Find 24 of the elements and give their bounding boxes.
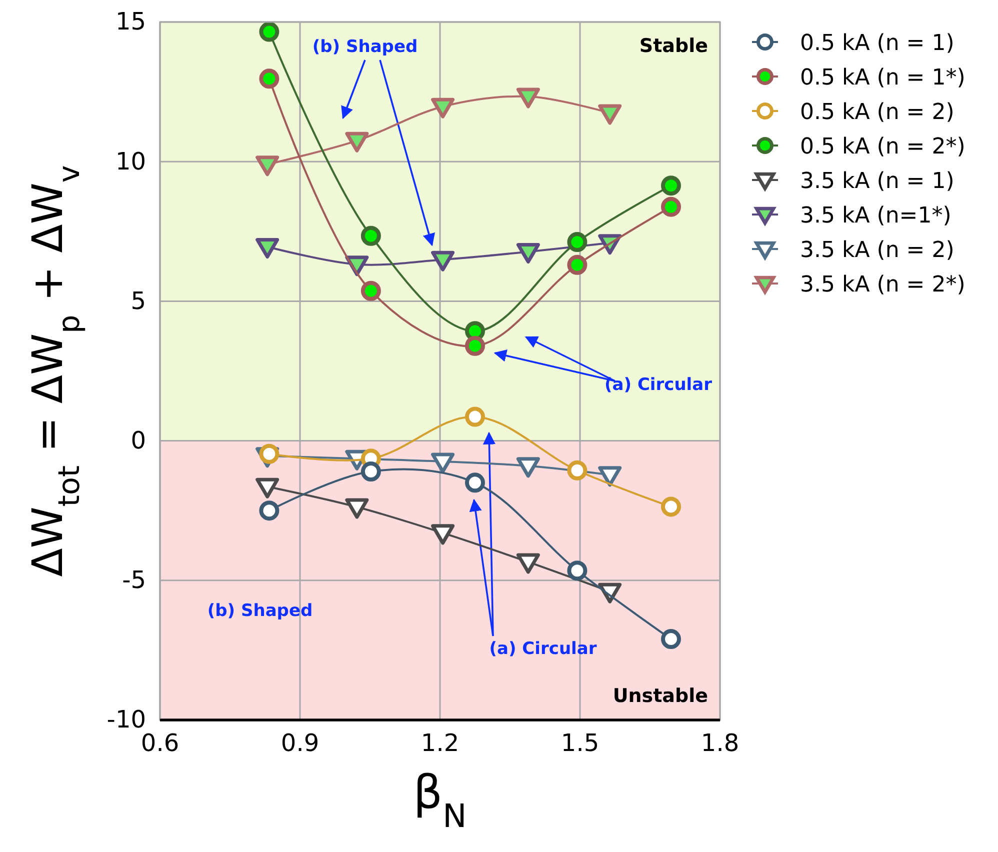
- legend-label: 3.5 kA (n=1*): [800, 204, 952, 228]
- legend-label: 3.5 kA (n = 2): [800, 238, 954, 263]
- legend-label: 0.5 kA (n = 2*): [800, 134, 966, 160]
- annotation: (b) Shaped: [207, 601, 313, 621]
- y-tick-label: 0: [130, 426, 146, 454]
- x-tick-label: 1.5: [560, 729, 600, 758]
- legend-label: 3.5 kA (n = 1): [800, 169, 954, 194]
- band-label: Stable: [639, 35, 708, 57]
- legend-label: 0.5 kA (n = 1): [800, 31, 954, 56]
- y-tick-label: 15: [115, 8, 146, 36]
- band-label: Unstable: [612, 685, 708, 707]
- y-tick-label: -5: [122, 566, 146, 594]
- y-tick-label: 5: [130, 286, 146, 315]
- annotation: (a) Circular: [604, 375, 713, 395]
- x-axis-title: β$_{N}$: [413, 765, 467, 835]
- annotation: (b) Shaped: [312, 37, 418, 57]
- x-tick-label: 1.2: [420, 729, 460, 758]
- legend-label: 3.5 kA (n = 2*): [800, 272, 966, 298]
- x-tick-label: 0.9: [280, 729, 320, 758]
- legend-label: 0.5 kA (n = 2): [800, 100, 954, 125]
- legend-label: 0.5 kA (n = 1*): [800, 66, 966, 90]
- annotation: (a) Circular: [489, 639, 598, 659]
- y-tick-label: 10: [115, 147, 146, 176]
- x-tick-label: 1.8: [700, 729, 740, 758]
